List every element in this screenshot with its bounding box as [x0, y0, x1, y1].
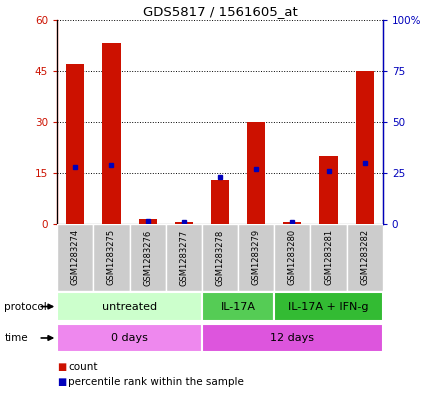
Text: GSM1283274: GSM1283274: [71, 230, 80, 285]
Text: IL-17A: IL-17A: [220, 301, 256, 312]
Text: IL-17A + IFN-g: IL-17A + IFN-g: [288, 301, 369, 312]
Text: ■: ■: [57, 377, 66, 387]
Text: 0 days: 0 days: [111, 333, 148, 343]
Bar: [202, 224, 238, 291]
Bar: [57, 292, 202, 321]
Bar: [274, 292, 383, 321]
Text: 12 days: 12 days: [270, 333, 314, 343]
Bar: [211, 180, 229, 224]
Bar: [311, 224, 347, 291]
Text: GSM1283280: GSM1283280: [288, 230, 297, 285]
Text: GSM1283281: GSM1283281: [324, 230, 333, 285]
Bar: [356, 71, 374, 224]
Bar: [175, 222, 193, 224]
Bar: [238, 224, 274, 291]
Title: GDS5817 / 1561605_at: GDS5817 / 1561605_at: [143, 6, 297, 18]
Text: protocol: protocol: [4, 301, 47, 312]
Bar: [283, 222, 301, 224]
Text: GSM1283277: GSM1283277: [180, 229, 188, 286]
Bar: [57, 224, 93, 291]
Bar: [129, 224, 166, 291]
Bar: [103, 44, 121, 224]
Text: GSM1283276: GSM1283276: [143, 229, 152, 286]
Text: GSM1283275: GSM1283275: [107, 230, 116, 285]
Bar: [139, 219, 157, 224]
Bar: [66, 64, 84, 224]
Bar: [57, 324, 202, 352]
Bar: [166, 224, 202, 291]
Text: time: time: [4, 333, 28, 343]
Bar: [202, 324, 383, 352]
Text: count: count: [68, 362, 98, 373]
Text: GSM1283278: GSM1283278: [216, 229, 224, 286]
Text: GSM1283279: GSM1283279: [252, 230, 260, 285]
Bar: [202, 292, 274, 321]
Text: ■: ■: [57, 362, 66, 373]
Text: GSM1283282: GSM1283282: [360, 230, 369, 285]
Bar: [274, 224, 311, 291]
Text: percentile rank within the sample: percentile rank within the sample: [68, 377, 244, 387]
Bar: [319, 156, 337, 224]
Bar: [93, 224, 129, 291]
Bar: [247, 122, 265, 224]
Text: untreated: untreated: [102, 301, 157, 312]
Bar: [347, 224, 383, 291]
